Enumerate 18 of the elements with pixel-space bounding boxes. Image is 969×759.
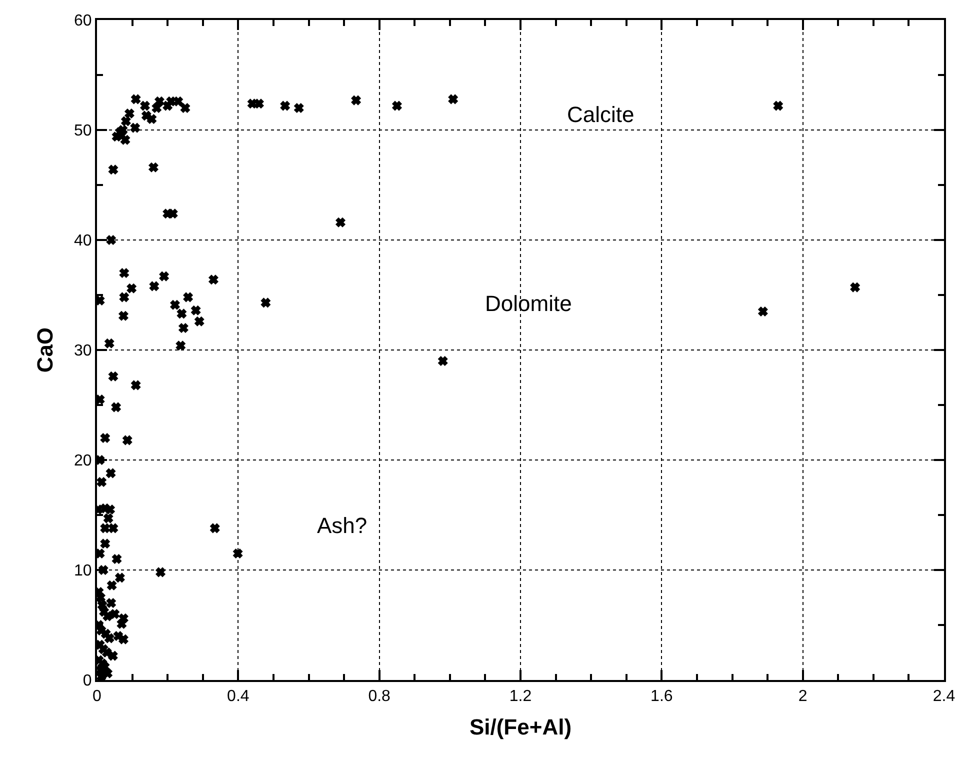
annotation: Dolomite	[485, 291, 572, 316]
y-tick-label: 0	[82, 672, 92, 690]
x-tick-label: 0.8	[368, 688, 391, 706]
x-tick-label: 2.4	[932, 688, 956, 706]
x-tick-label: 2	[798, 688, 808, 706]
x-axis-title: Si/(Fe+Al)	[469, 714, 572, 740]
y-tick-label: 50	[74, 122, 92, 140]
y-tick-label: 30	[74, 342, 92, 360]
y-tick-label: 20	[74, 452, 92, 470]
x-tick-label: 0.4	[227, 688, 250, 706]
y-tick-label: 60	[74, 12, 92, 30]
x-tick-label: 1.2	[509, 688, 532, 706]
annotation: Ash?	[317, 513, 368, 538]
annotation: Calcite	[567, 102, 634, 127]
y-axis-title: CaO	[32, 327, 58, 373]
y-tick-label: 40	[74, 232, 92, 250]
x-tick-label: 1.6	[650, 688, 673, 706]
y-tick-label: 10	[74, 562, 92, 580]
